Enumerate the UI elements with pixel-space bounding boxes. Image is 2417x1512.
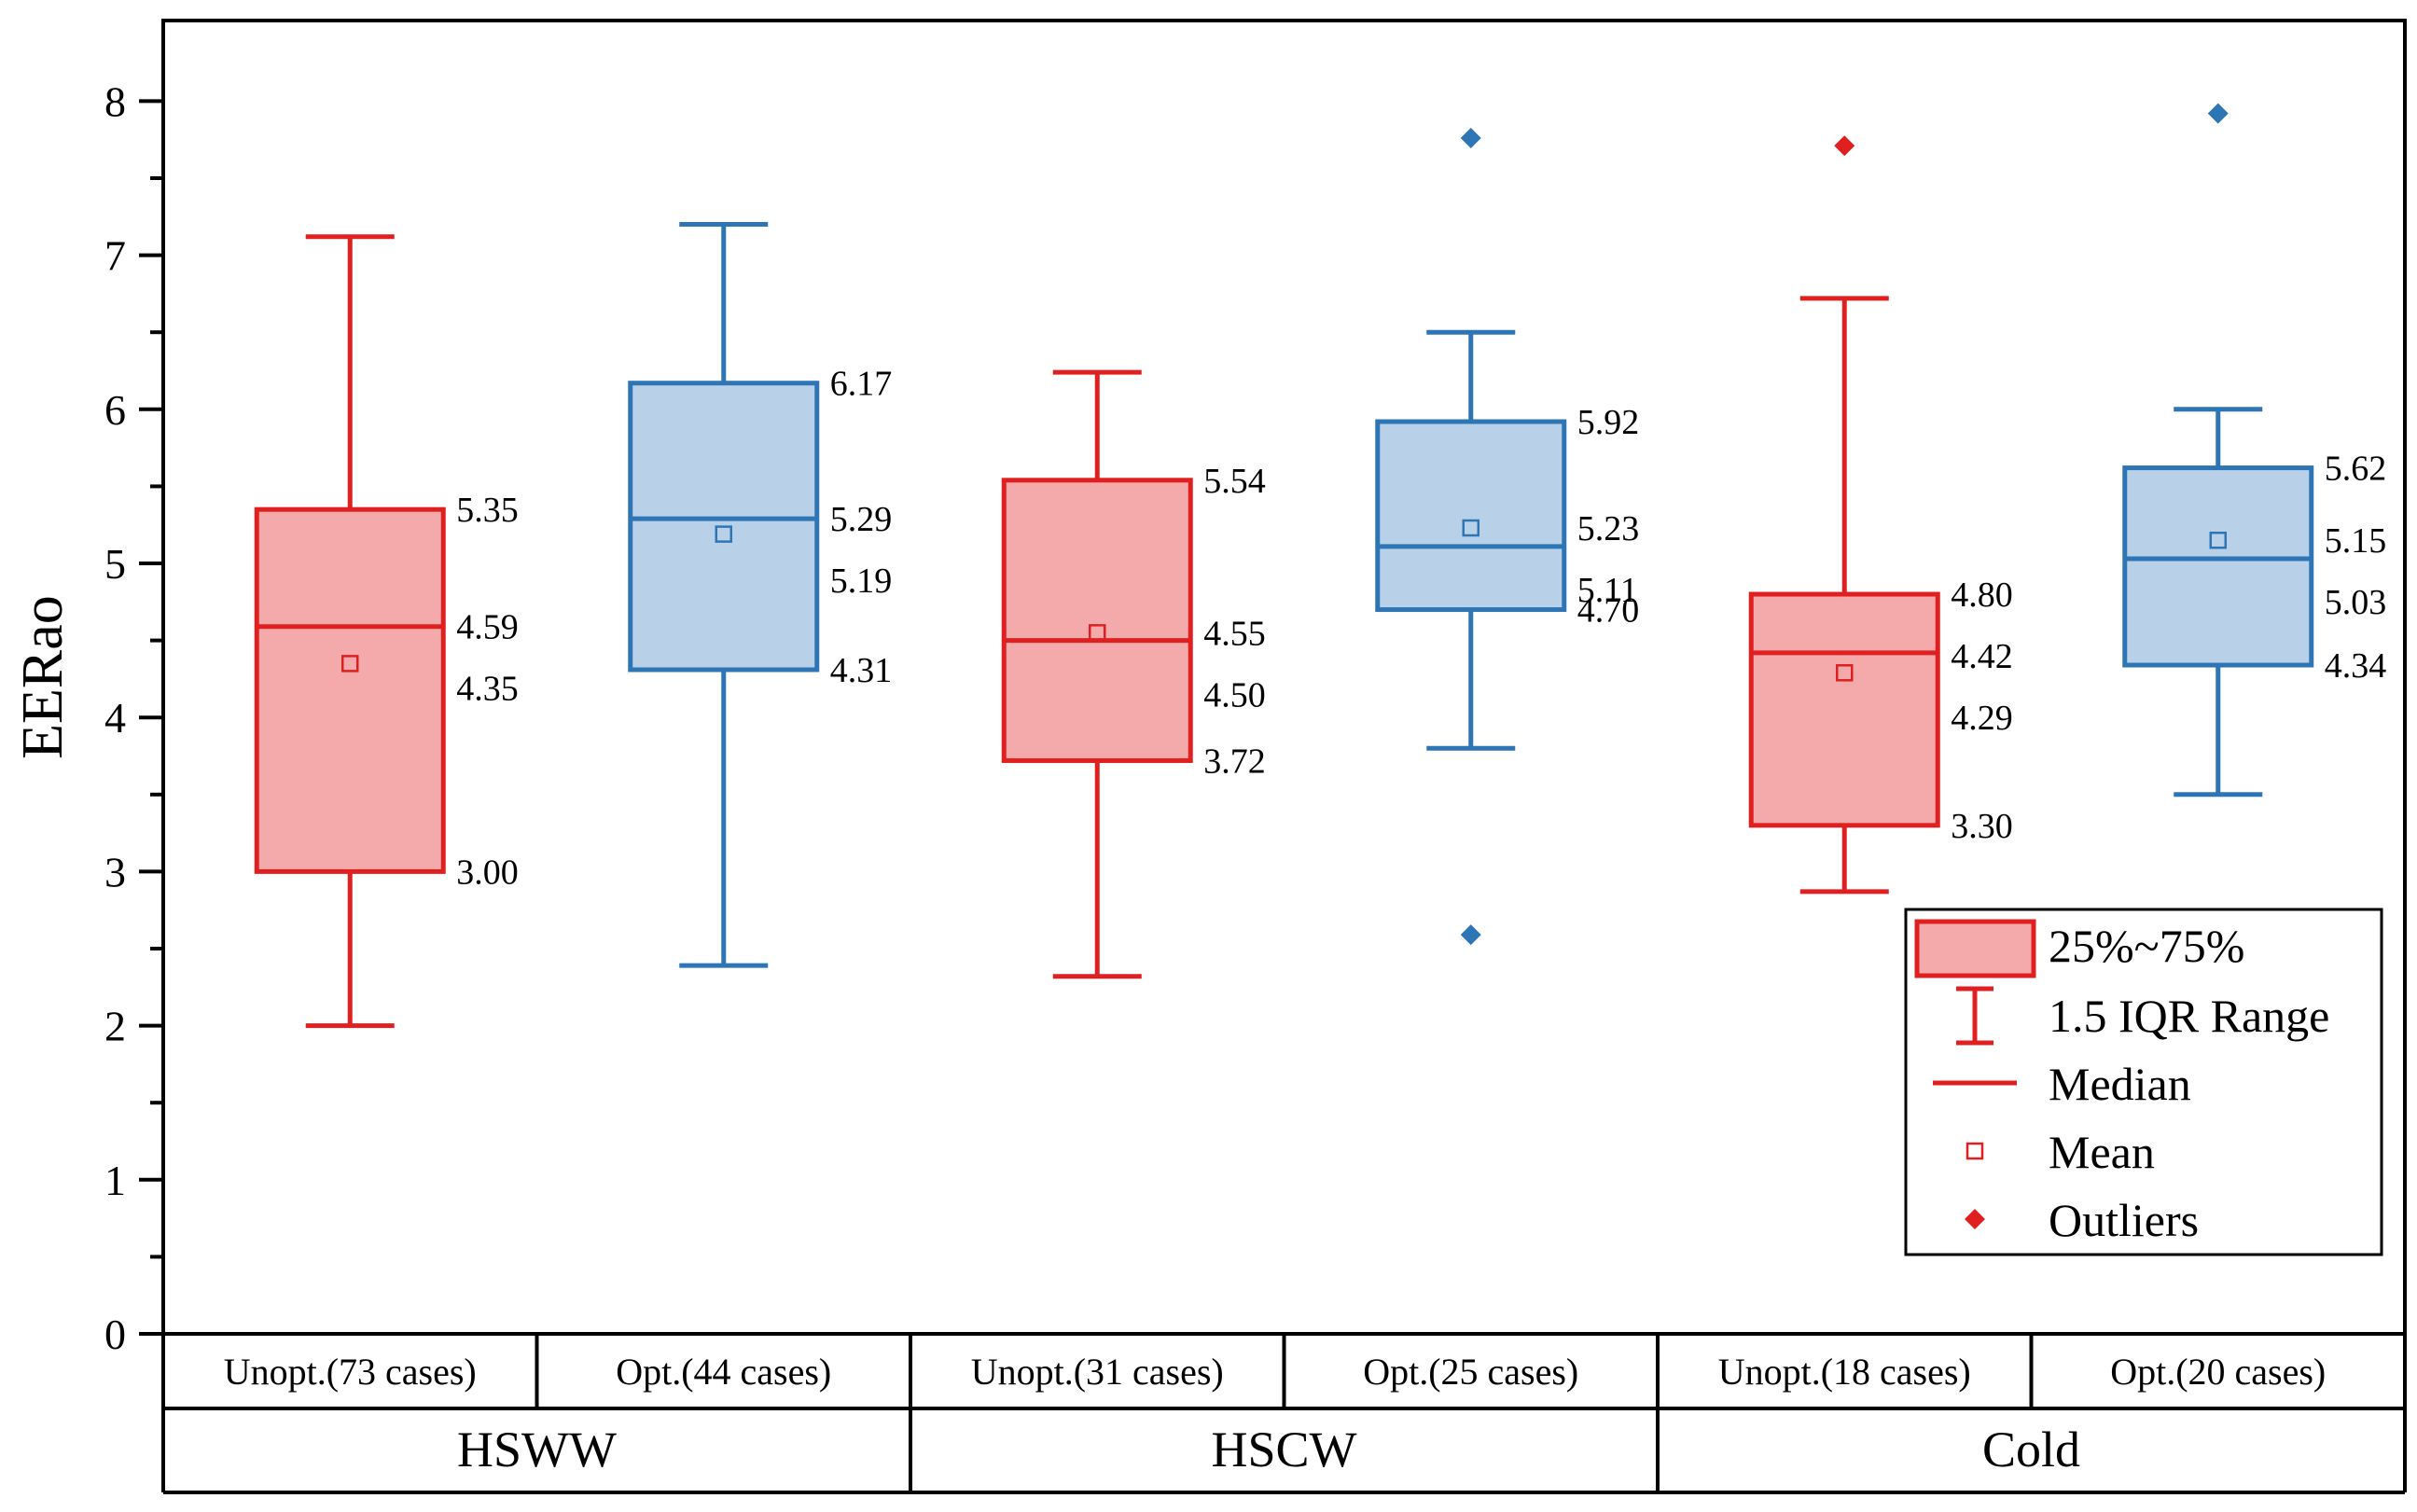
value-label-median: 4.59 (456, 608, 519, 647)
legend-box-swatch (1914, 919, 2036, 978)
value-label-q1: 3.00 (456, 853, 519, 892)
condition-label: HSCW (1211, 1422, 1356, 1477)
box-layer (254, 103, 2314, 1029)
legend-mean-swatch (1966, 1142, 1984, 1160)
box-unopt-hscw (1001, 369, 1193, 979)
value-label-q3: 5.54 (1203, 462, 1266, 501)
value-label-q3: 5.92 (1577, 403, 1640, 442)
iqr-box (254, 506, 446, 874)
mean-marker (341, 655, 359, 673)
mean-marker (2209, 531, 2227, 549)
condition-label: HSWW (457, 1422, 617, 1477)
legend-label: Median (2049, 1058, 2191, 1110)
value-label-q3: 5.62 (2325, 450, 2387, 489)
iqr-box (1748, 591, 1940, 828)
group-label: Unopt.(31 cases) (971, 1351, 1224, 1393)
group-label: Opt.(44 cases) (616, 1351, 831, 1393)
y-tick-label: 2 (104, 1003, 126, 1050)
group-label: Opt.(20 cases) (2110, 1351, 2326, 1393)
legend-label: 1.5 IQR Range (2049, 990, 2329, 1042)
box-unopt-hsww (254, 234, 446, 1029)
value-label-median: 4.50 (1203, 675, 1266, 714)
outlier-marker (1460, 128, 1481, 149)
mean-marker (1836, 664, 1854, 682)
group-label: Unopt.(73 cases) (224, 1351, 477, 1393)
outlier-marker (1834, 135, 1855, 157)
group-label: Opt.(25 cases) (1363, 1351, 1578, 1393)
iqr-box (1375, 419, 1567, 613)
value-label-mean: 5.23 (1577, 509, 1640, 548)
mean-marker (715, 525, 732, 543)
y-tick-label: 1 (104, 1157, 126, 1204)
y-tick-label: 5 (104, 540, 126, 588)
value-label-median: 4.42 (1951, 637, 2013, 676)
y-tick-label: 4 (104, 694, 126, 742)
y-tick-label: 3 (104, 848, 126, 895)
legend-label: Mean (2049, 1126, 2155, 1178)
value-label-mean: 5.19 (830, 562, 893, 601)
value-label-mean: 4.29 (1951, 699, 2013, 738)
outlier-marker (2207, 103, 2229, 124)
outlier-marker (1460, 924, 1481, 946)
y-axis-title: EERao (11, 595, 75, 759)
value-label-mean: 4.55 (1203, 614, 1266, 653)
category-table: Unopt.(73 cases) Opt.(44 cases) Unopt.(31 … (161, 1334, 2407, 1494)
iqr-box (1001, 478, 1193, 763)
label-layer: 5.35 4.59 4.35 3.00 6.17 5.29 5.19 4.31 5.54 4.55… (456, 365, 2386, 893)
box-opt-hscw (1375, 128, 1567, 946)
legend-outlier-swatch (1965, 1209, 1985, 1229)
value-label-q1: 4.31 (830, 651, 893, 690)
value-label-q1: 3.72 (1203, 742, 1266, 781)
legend: 25%~75% 1.5 IQR Range Median Mean Outliers (1904, 908, 2383, 1256)
legend-label: 25%~75% (2049, 920, 2244, 972)
group-label: Unopt.(18 cases) (1718, 1351, 1971, 1393)
mean-marker (1462, 519, 1479, 537)
value-label-q1: 3.30 (1951, 807, 2013, 846)
value-label-q1: 4.70 (1577, 591, 1640, 631)
value-label-q1: 4.34 (2325, 646, 2387, 686)
value-label-mean: 5.15 (2325, 521, 2387, 561)
value-label-median: 5.03 (2325, 583, 2387, 622)
value-label-mean: 4.35 (456, 670, 519, 709)
value-label-q3: 6.17 (830, 365, 893, 404)
value-label-median: 5.11 (1577, 571, 1638, 610)
box-opt-cold (2122, 103, 2314, 798)
value-label-median: 5.29 (830, 500, 893, 539)
iqr-box (2122, 465, 2314, 668)
box-opt-hsww (628, 222, 820, 968)
mean-marker (1089, 624, 1106, 642)
y-tick-label: 6 (104, 386, 126, 434)
box-unopt-cold (1748, 135, 1940, 895)
y-tick-label: 8 (104, 77, 126, 125)
value-label-q3: 4.80 (1951, 576, 2013, 615)
legend-label: Outliers (2049, 1194, 2199, 1246)
value-label-q3: 5.35 (456, 491, 519, 530)
y-tick-label: 0 (104, 1311, 126, 1358)
condition-label: Cold (1982, 1422, 2080, 1477)
y-tick-label: 7 (104, 232, 126, 280)
